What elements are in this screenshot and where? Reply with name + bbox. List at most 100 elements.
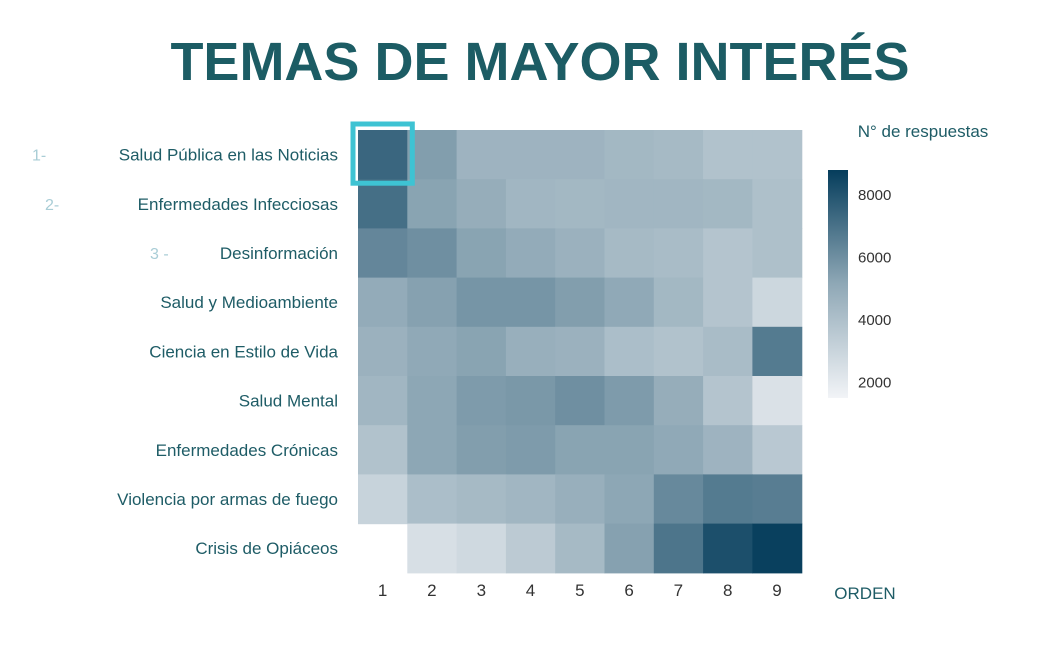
row-label: Violencia por armas de fuego <box>117 490 338 509</box>
heatmap-cell <box>604 376 655 426</box>
heatmap-cell <box>456 228 507 279</box>
heatmap-cell <box>505 523 556 574</box>
heatmap-cell <box>456 425 507 475</box>
heatmap-cell <box>407 474 458 525</box>
heatmap-cell <box>703 179 753 229</box>
heatmap-cell <box>555 523 606 574</box>
heatmap-cell <box>456 326 507 377</box>
x-tick-label: 8 <box>723 581 732 600</box>
rank-label: 1- <box>32 148 46 165</box>
row-label: Salud y Medioambiente <box>160 293 338 312</box>
heatmap-cell <box>456 179 507 229</box>
heatmap-cell <box>555 179 606 229</box>
heatmap-cell <box>604 130 655 180</box>
x-axis-ticks: 1 2 3 4 5 6 7 8 9 <box>378 581 782 600</box>
heatmap-cell <box>752 179 803 229</box>
heatmap-cell <box>555 130 606 180</box>
row-label: Enfermedades Crónicas <box>156 441 338 460</box>
highlight-box <box>350 121 415 186</box>
heatmap-cell <box>505 179 556 229</box>
heatmap-cell <box>456 130 507 180</box>
heatmap-cell <box>555 474 606 525</box>
heatmap-cell <box>555 228 606 279</box>
heatmap-cell <box>653 425 704 475</box>
heatmap-cell <box>505 326 556 377</box>
heatmap-cell <box>703 474 753 525</box>
x-tick-label: 4 <box>526 581 535 600</box>
x-tick-label: 7 <box>674 581 683 600</box>
colorbar-tick-label: 4000 <box>858 312 891 329</box>
heatmap-cell <box>604 523 655 574</box>
row-label: Desinformación <box>220 244 338 263</box>
colorbar-tick-label: 2000 <box>858 374 891 391</box>
heatmap-cells <box>358 130 803 574</box>
heatmap-cell <box>555 326 606 377</box>
heatmap-cell <box>752 130 803 180</box>
heatmap-cell <box>703 425 753 475</box>
heatmap-cell <box>358 277 408 328</box>
colorbar-tick-label: 6000 <box>858 250 891 267</box>
heatmap-cell <box>604 277 655 328</box>
heatmap-cell <box>703 523 753 574</box>
colorbar-ticks: 8000 6000 4000 2000 <box>858 187 891 391</box>
row-labels: Salud Pública en las Noticias 1- Enfermeda… <box>32 146 339 559</box>
heatmap-cell <box>505 376 556 426</box>
rank-label: 2- <box>45 197 59 214</box>
row-label: Enfermedades Infecciosas <box>138 195 338 214</box>
heatmap-cell <box>653 376 704 426</box>
heatmap-cell <box>752 474 803 525</box>
heatmap-cell <box>407 376 458 426</box>
heatmap-cell <box>653 523 704 574</box>
heatmap-cell <box>358 179 408 229</box>
colorbar-tick-label: 8000 <box>858 187 891 204</box>
heatmap-cell <box>653 277 704 328</box>
heatmap-cell <box>358 425 408 475</box>
heatmap-cell <box>505 277 556 328</box>
colorbar <box>828 170 848 398</box>
heatmap-cell <box>703 130 753 180</box>
x-tick-label: 5 <box>575 581 584 600</box>
heatmap-cell <box>703 326 753 377</box>
heatmap-cell <box>703 376 753 426</box>
heatmap-cell <box>653 179 704 229</box>
heatmap-cell <box>505 130 556 180</box>
heatmap-cell <box>407 228 458 279</box>
row-label: Salud Pública en las Noticias <box>119 146 338 165</box>
heatmap-cell <box>653 474 704 525</box>
row-label: Crisis de Opiáceos <box>195 539 338 558</box>
heatmap-cell <box>407 130 458 180</box>
heatmap-cell <box>358 130 408 180</box>
heatmap-cell <box>653 228 704 279</box>
x-axis-title: ORDEN <box>834 584 895 603</box>
heatmap-cell <box>407 425 458 475</box>
chart-title: TEMAS DE MAYOR INTERÉS <box>170 32 909 92</box>
heatmap-cell <box>555 425 606 475</box>
x-tick-label: 6 <box>624 581 633 600</box>
row-label: Salud Mental <box>239 392 338 411</box>
heatmap-cell <box>752 425 803 475</box>
x-tick-label: 2 <box>427 581 436 600</box>
heatmap-cell <box>456 474 507 525</box>
heatmap-cell <box>752 376 803 426</box>
heatmap-cell <box>604 228 655 279</box>
row-label: Ciencia en Estilo de Vida <box>149 342 338 361</box>
heatmap-cell <box>456 277 507 328</box>
heatmap-cell <box>358 376 408 426</box>
heatmap-cell <box>604 326 655 377</box>
heatmap-cell <box>407 277 458 328</box>
heatmap-cell <box>358 474 408 525</box>
heatmap-cell <box>555 277 606 328</box>
heatmap-cell <box>555 376 606 426</box>
heatmap-cell <box>456 376 507 426</box>
heatmap-cell <box>752 228 803 279</box>
heatmap-cell <box>653 130 704 180</box>
heatmap-cell <box>358 228 408 279</box>
heatmap-cell <box>752 277 803 328</box>
heatmap-cell <box>752 523 803 574</box>
heatmap-cell <box>358 326 408 377</box>
heatmap-cell <box>456 523 507 574</box>
heatmap-cell <box>505 425 556 475</box>
heatmap-cell <box>505 474 556 525</box>
x-tick-label: 1 <box>378 581 387 600</box>
